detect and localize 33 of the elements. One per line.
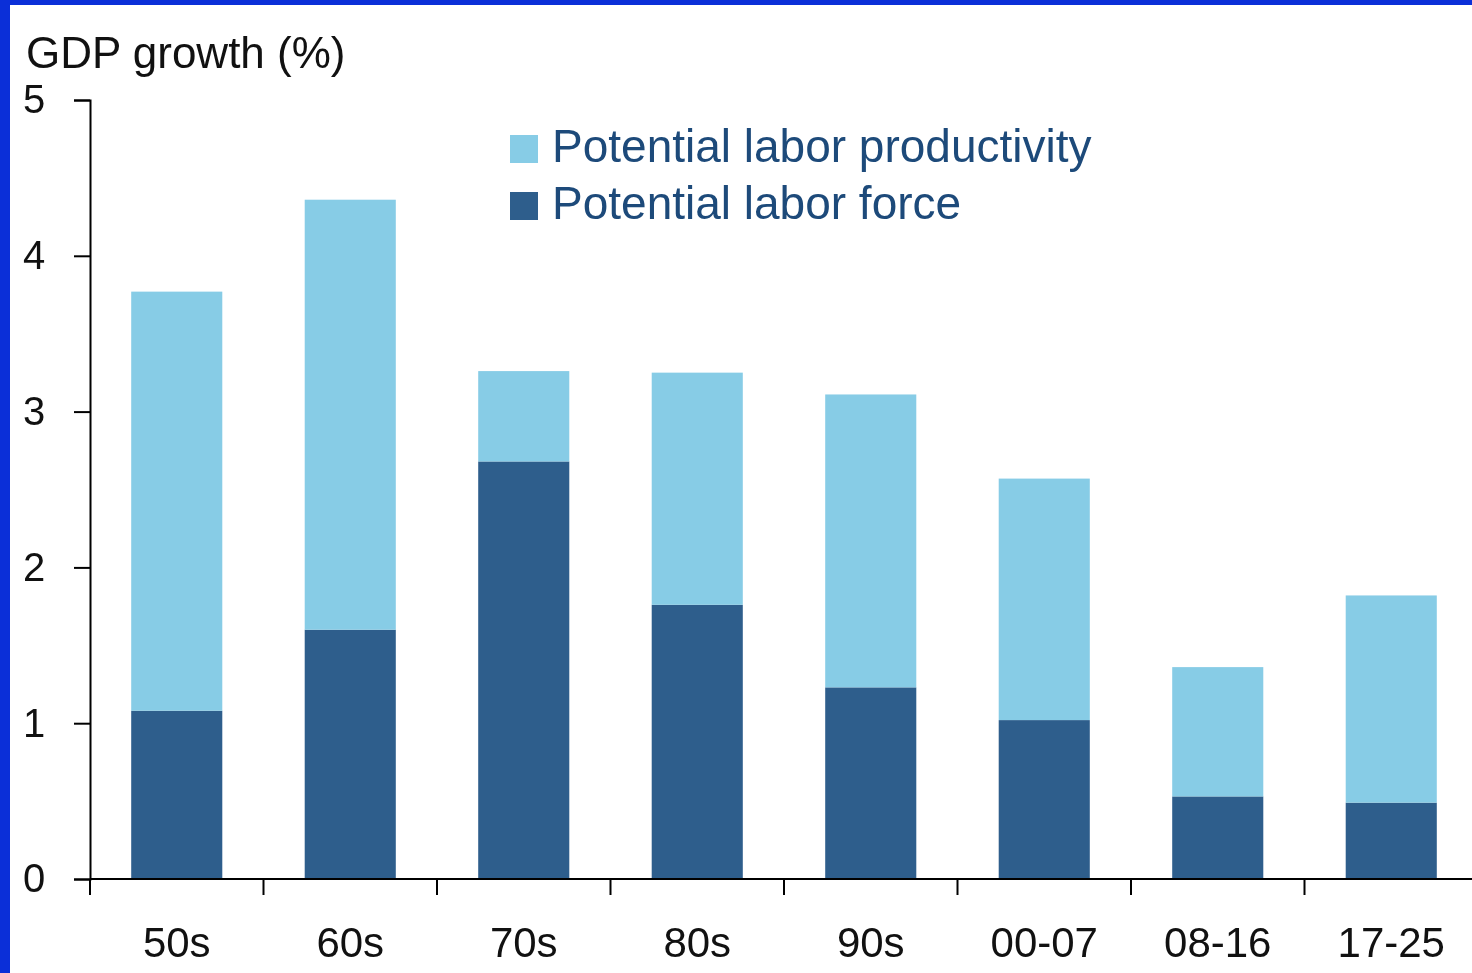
legend-label: Potential labor productivity [552,120,1092,172]
legend-label: Potential labor force [552,177,962,229]
x-tick-label: 70s [489,919,558,966]
y-axis-title: GDP growth (%) [26,28,346,77]
bar [825,394,917,688]
bar [478,461,570,879]
bar [1172,667,1264,797]
x-tick-label: 90s [836,919,905,966]
x-tick-label: 00-07 [990,919,1098,966]
x-tick-label: 08-16 [1164,919,1272,966]
bar [1345,595,1437,803]
bar [998,720,1090,879]
bar [304,199,396,630]
bar [825,687,917,879]
bar [1172,796,1264,879]
bar [131,291,223,711]
bar [1345,802,1437,879]
x-tick-label: 80s [663,919,732,966]
bar [998,478,1090,721]
y-tick-label: 1 [22,700,46,745]
x-tick-label: 17-25 [1337,919,1445,966]
x-tick-label: 60s [316,919,385,966]
bar [304,629,396,879]
y-tick-label: 4 [22,233,46,278]
y-tick-label: 3 [22,388,46,433]
bar [131,710,223,879]
y-tick-label: 0 [22,856,46,901]
x-tick-label: 50s [142,919,211,966]
y-tick-label: 5 [22,77,46,122]
y-tick-label: 2 [22,544,46,589]
bar [651,372,743,605]
bar [651,604,743,879]
bar [478,371,570,462]
